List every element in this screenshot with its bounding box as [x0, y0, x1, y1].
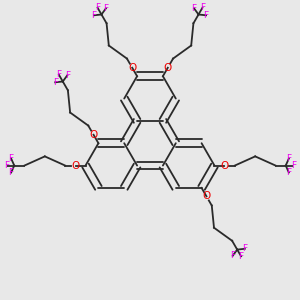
Text: F: F — [230, 251, 235, 260]
Text: F: F — [4, 161, 9, 170]
Text: F: F — [286, 168, 291, 177]
Text: F: F — [238, 252, 244, 261]
Text: F: F — [9, 168, 14, 177]
Text: O: O — [89, 130, 98, 140]
Text: F: F — [9, 154, 14, 163]
Text: F: F — [242, 244, 247, 253]
Text: F: F — [103, 4, 109, 13]
Text: F: F — [53, 78, 58, 87]
Text: O: O — [220, 160, 228, 170]
Text: F: F — [91, 11, 97, 20]
Text: F: F — [191, 4, 196, 13]
Text: F: F — [56, 70, 61, 79]
Text: F: F — [286, 154, 291, 163]
Text: O: O — [202, 191, 211, 201]
Text: F: F — [95, 3, 100, 12]
Text: F: F — [203, 11, 209, 20]
Text: O: O — [128, 63, 136, 73]
Text: F: F — [291, 161, 296, 170]
Text: F: F — [65, 71, 70, 80]
Text: O: O — [164, 63, 172, 73]
Text: O: O — [72, 160, 80, 170]
Text: F: F — [200, 3, 205, 12]
